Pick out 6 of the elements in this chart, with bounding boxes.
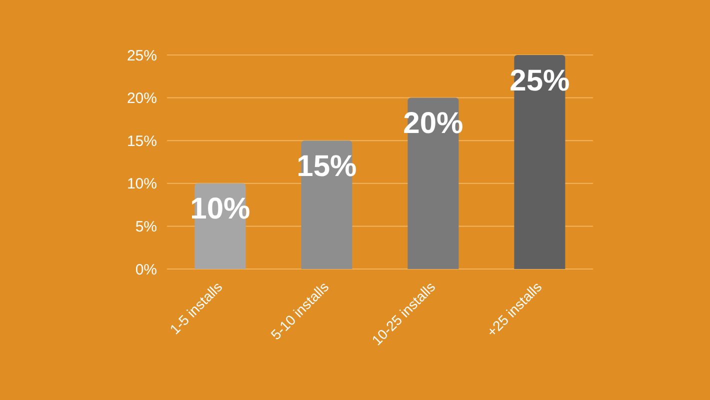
y-tick-label: 20% [126,90,157,108]
y-tick-label: 25% [126,47,157,64]
y-tick-label: 15% [126,132,157,150]
y-tick-label: 5% [135,218,157,236]
y-tick-label: 10% [126,176,157,193]
y-tick-label: 0% [135,261,157,278]
